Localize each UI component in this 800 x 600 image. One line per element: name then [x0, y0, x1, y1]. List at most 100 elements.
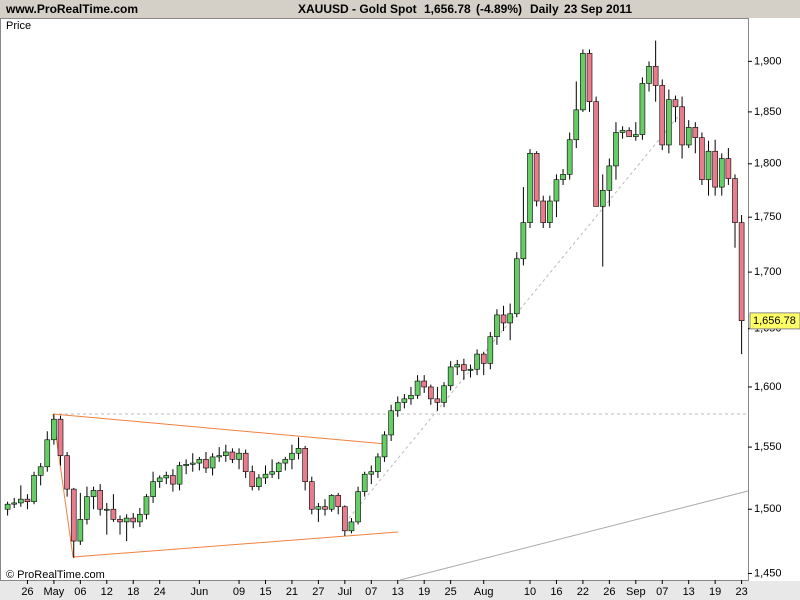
- candle-body: [652, 66, 659, 86]
- candle-body: [599, 190, 606, 207]
- candle-body: [90, 490, 97, 497]
- x-tick-label: 26: [603, 586, 615, 598]
- header-bar: [0, 0, 800, 18]
- candle-body: [513, 258, 520, 315]
- candle-body: [606, 165, 613, 191]
- x-tick-label: 19: [709, 586, 721, 598]
- candle-body: [84, 496, 90, 520]
- candle-body: [586, 53, 593, 102]
- candle-body: [712, 150, 718, 188]
- candle-body: [289, 452, 295, 460]
- x-tick-label: 13: [683, 586, 695, 598]
- symbol: XAUUSD - Gold Spot: [298, 2, 417, 16]
- candle-body: [725, 158, 732, 179]
- copyright: © ProRealTime.com: [6, 569, 105, 581]
- candle-body: [672, 99, 679, 108]
- candle-body: [527, 153, 533, 223]
- candle-body: [170, 475, 176, 485]
- x-tick-label: 25: [445, 586, 457, 598]
- x-tick-label: 26: [21, 586, 33, 598]
- y-tick-label: 1,450: [754, 567, 782, 579]
- candle-body: [732, 178, 738, 223]
- candle-body: [560, 174, 566, 180]
- candle-body: [216, 455, 223, 458]
- candle-body: [718, 158, 725, 188]
- candle-body: [507, 313, 513, 324]
- candle-body: [388, 410, 394, 436]
- candle-body: [242, 452, 249, 473]
- candle-body: [619, 130, 626, 133]
- candle-body: [163, 475, 170, 479]
- candle-body: [156, 477, 163, 482]
- x-tick-label: 27: [312, 586, 324, 598]
- candle-body: [679, 106, 685, 146]
- site-name: www.ProRealTime.com: [5, 2, 138, 16]
- candle-body: [150, 481, 156, 497]
- candle-body: [487, 336, 494, 364]
- x-tick-label: 22: [577, 586, 589, 598]
- candle-body: [738, 222, 745, 321]
- candle-body: [632, 134, 639, 137]
- candle-body: [223, 451, 229, 456]
- candle-body: [461, 364, 467, 371]
- y-tick-label: 1,900: [754, 55, 782, 67]
- candle-body: [467, 368, 474, 371]
- candle-body: [203, 459, 209, 469]
- candle-body: [130, 517, 137, 523]
- candle-body: [295, 448, 302, 454]
- candle-body: [659, 85, 666, 146]
- trend-line: [72, 531, 399, 558]
- x-axis-band: [0, 581, 800, 600]
- change: (-4.89%): [476, 2, 522, 16]
- candle-body: [520, 222, 527, 260]
- candle-body: [64, 455, 70, 490]
- period: Daily: [530, 2, 559, 16]
- x-tick-label: 07: [656, 586, 668, 598]
- candle-body: [275, 462, 282, 473]
- x-tick-label: May: [43, 586, 64, 598]
- candle-body: [117, 519, 123, 523]
- candle-body: [103, 508, 110, 511]
- x-tick-label: 15: [259, 586, 271, 598]
- candle-body: [57, 418, 64, 456]
- candle-body: [37, 466, 44, 476]
- x-tick-label: Jul: [338, 586, 352, 598]
- candle-body: [262, 473, 269, 479]
- x-tick-label: 23: [735, 586, 747, 598]
- x-tick-label: 21: [286, 586, 298, 598]
- candle-body: [97, 490, 103, 510]
- candle-body: [143, 496, 150, 515]
- candle-body: [229, 451, 236, 460]
- candle-body: [308, 481, 315, 510]
- candle-body: [414, 380, 421, 396]
- candle-body: [454, 364, 461, 368]
- candle-body: [70, 488, 77, 542]
- y-tick-label: 1,550: [754, 441, 782, 453]
- candle-body: [368, 471, 375, 475]
- candle-body: [533, 153, 540, 202]
- candle-body: [421, 380, 427, 388]
- candle-body: [335, 495, 342, 508]
- candle-body: [256, 477, 262, 487]
- last-price-box: [749, 312, 800, 330]
- candle-body: [123, 517, 130, 523]
- candle-body: [447, 366, 454, 387]
- candle-body: [77, 519, 84, 542]
- candle-body: [441, 385, 447, 403]
- candle-body: [553, 179, 560, 202]
- x-tick-label: 24: [154, 586, 166, 598]
- candle-body: [434, 398, 441, 403]
- candle-body: [18, 498, 24, 504]
- annotations: [52, 107, 749, 581]
- y-tick-label: 1,750: [754, 211, 782, 223]
- x-tick-label: 06: [74, 586, 86, 598]
- candle-body: [269, 471, 275, 475]
- candle-body: [639, 83, 646, 135]
- x-tick-label: 19: [418, 586, 430, 598]
- x-tick-label: Sep: [626, 586, 646, 598]
- candle-body: [566, 139, 573, 175]
- candle-body: [342, 506, 348, 532]
- candle-body: [11, 502, 18, 505]
